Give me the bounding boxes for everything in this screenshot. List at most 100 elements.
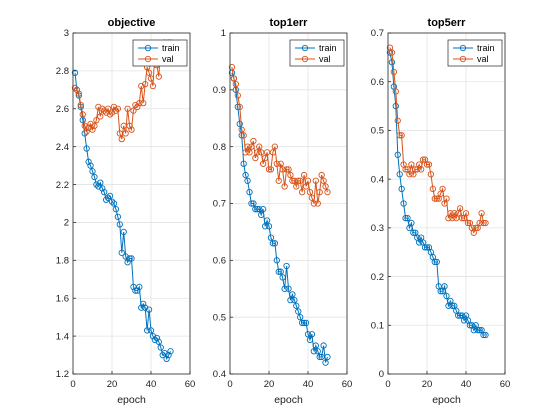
data-point — [81, 130, 88, 137]
legend-label-train: train — [162, 43, 180, 53]
data-point — [228, 63, 236, 71]
data-point — [433, 195, 440, 202]
data-point — [93, 116, 100, 124]
data-point — [124, 259, 131, 266]
data-point — [318, 353, 325, 361]
data-point — [466, 322, 474, 329]
data-point — [289, 291, 296, 298]
data-point — [95, 103, 102, 111]
data-point — [291, 177, 298, 184]
data-point — [250, 200, 257, 207]
data-point — [106, 111, 114, 118]
data-point — [423, 161, 431, 168]
y-tick-label: 0 — [379, 369, 384, 380]
data-point — [157, 344, 164, 351]
data-point — [103, 196, 110, 203]
data-point — [155, 73, 162, 80]
data-point — [402, 214, 409, 222]
y-tick-label: 3 — [64, 28, 69, 39]
legend-label-val: val — [162, 54, 174, 64]
axes-box — [229, 32, 348, 375]
x-tick-label: 60 — [500, 379, 511, 390]
data-point — [259, 206, 267, 213]
data-point — [236, 103, 243, 111]
data-point — [480, 219, 487, 227]
data-point — [138, 82, 145, 90]
data-point — [456, 205, 464, 212]
data-point — [97, 113, 104, 120]
data-point — [267, 234, 275, 241]
legend-marker-val — [301, 55, 309, 63]
y-tick-label: 1.6 — [56, 293, 69, 304]
data-point — [126, 255, 133, 262]
data-point — [455, 312, 462, 319]
data-point — [244, 177, 251, 184]
data-point — [480, 331, 487, 339]
data-point — [145, 69, 153, 76]
legend-marker-val — [144, 55, 152, 63]
data-point — [306, 188, 314, 196]
data-point — [283, 166, 290, 173]
data-point — [304, 177, 312, 184]
data-point — [240, 132, 247, 139]
data-point — [295, 308, 302, 315]
data-point — [138, 304, 145, 311]
y-tick-label: 0.4 — [371, 174, 384, 185]
data-point — [308, 331, 316, 338]
data-point — [302, 183, 310, 190]
data-point — [101, 107, 108, 114]
series-val — [386, 44, 489, 236]
data-point — [429, 185, 436, 193]
data-point — [306, 336, 314, 344]
y-tick-label: 1.4 — [56, 331, 69, 342]
data-point — [83, 128, 90, 135]
data-point — [273, 257, 280, 264]
data-point — [322, 183, 329, 190]
data-point — [108, 198, 116, 205]
data-point — [431, 258, 438, 266]
data-point — [312, 342, 319, 349]
data-point — [141, 304, 149, 311]
chart-title: top5err — [428, 17, 467, 29]
data-point — [482, 331, 489, 339]
chart-title: top1err — [270, 17, 309, 29]
data-point — [279, 166, 286, 173]
data-point — [254, 149, 261, 156]
data-point — [250, 137, 257, 145]
data-point — [263, 217, 271, 224]
y-tick-label: 0.6 — [371, 77, 384, 88]
x-tick-label: 0 — [70, 379, 75, 390]
data-point — [289, 177, 296, 184]
data-point — [85, 158, 92, 165]
data-point — [269, 240, 277, 247]
data-point — [462, 210, 470, 217]
legend-label-val: val — [319, 54, 331, 64]
y-tick-label: 0.7 — [213, 199, 226, 210]
data-point — [91, 173, 98, 181]
data-point — [263, 149, 271, 156]
data-point — [132, 287, 139, 294]
data-point — [320, 177, 327, 184]
data-point — [390, 68, 397, 76]
data-point — [141, 81, 149, 88]
data-point — [234, 103, 241, 111]
data-point — [126, 122, 133, 129]
data-point — [410, 229, 417, 236]
data-point — [136, 99, 143, 107]
data-point — [458, 214, 466, 222]
data-point — [149, 332, 157, 340]
data-point — [400, 200, 407, 207]
x-tick-label: 40 — [303, 379, 314, 390]
data-point — [476, 327, 483, 334]
x-tick-label: 60 — [342, 379, 353, 390]
data-point — [388, 59, 396, 66]
data-point — [140, 300, 147, 308]
data-point — [97, 179, 104, 186]
x-tick-label: 40 — [461, 379, 472, 390]
data-point — [240, 160, 247, 167]
data-point — [265, 223, 273, 230]
data-point — [392, 102, 399, 110]
data-point — [252, 154, 259, 162]
